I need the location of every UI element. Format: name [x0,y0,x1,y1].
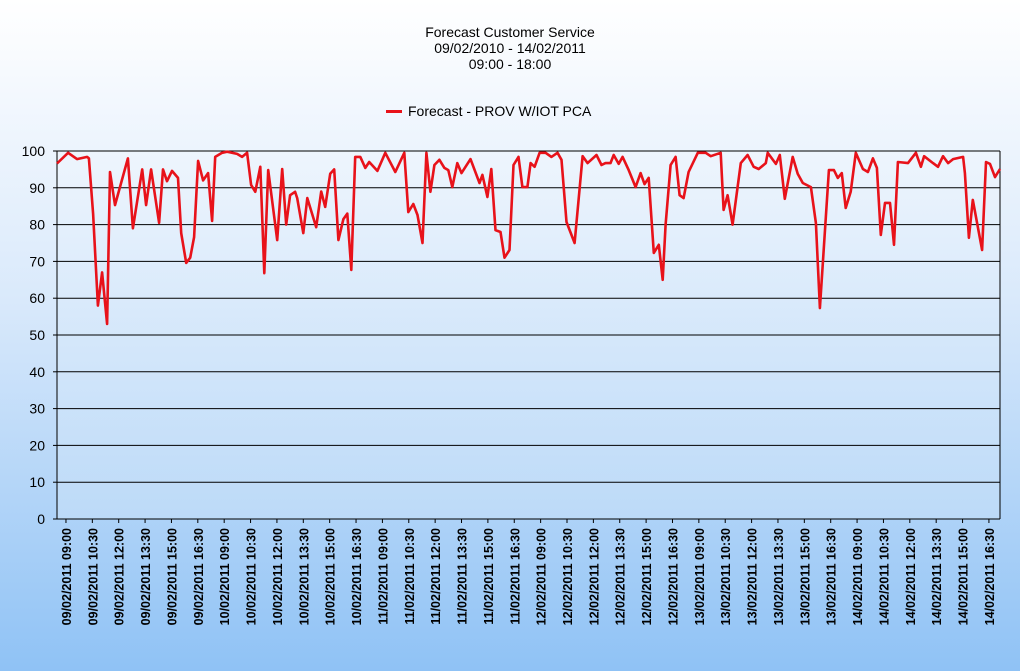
x-tick-label: 12/02/2011 10:30 [561,528,575,625]
x-tick-label: 14/02/2011 16:30 [983,528,997,625]
x-tick-label: 13/02/2011 12:00 [746,528,760,625]
x-tick-label: 12/02/2011 15:00 [640,528,654,625]
y-tick-label: 0 [37,511,45,527]
x-tick-label: 14/02/2011 13:30 [930,528,944,625]
x-tick-label: 12/02/2011 12:00 [587,528,601,625]
x-tick-label: 10/02/2011 10:30 [245,528,259,625]
x-tick-label: 13/02/2011 09:00 [693,528,707,625]
legend-swatch [386,109,402,113]
chart-subtitle-hours: 09:00 - 18:00 [468,56,552,72]
y-tick-label: 20 [29,437,45,453]
x-tick-label: 11/02/2011 12:00 [429,528,443,625]
y-tick-label: 40 [29,364,45,380]
legend-label: Forecast - PROV W/IOT PCA [408,103,592,119]
x-tick-label: 14/02/2011 15:00 [957,528,971,625]
x-tick-label: 14/02/2011 12:00 [904,528,918,625]
y-tick-label: 50 [29,327,45,343]
x-tick-label: 09/02/2011 16:30 [192,528,206,625]
x-tick-label: 14/02/2011 10:30 [877,528,891,625]
x-tick-label: 13/02/2011 13:30 [772,528,786,625]
x-tick-label: 10/02/2011 15:00 [324,528,338,625]
x-tick-label: 09/02/2011 15:00 [165,528,179,625]
forecast-series-line [56,150,1002,326]
x-tick-label: 11/02/2011 13:30 [456,528,470,625]
x-tick-label: 09/02/2011 10:30 [86,528,100,625]
x-tick-label: 10/02/2011 16:30 [350,528,364,625]
x-tick-label: 12/02/2011 09:00 [535,528,549,625]
x-tick-label: 11/02/2011 16:30 [508,528,522,625]
legend: Forecast - PROV W/IOT PCA [386,103,591,119]
x-tick-label: 14/02/2011 09:00 [851,528,865,625]
x-tick-label: 13/02/2011 15:00 [798,528,812,625]
y-tick-label: 60 [29,290,45,306]
x-tick-label: 13/02/2011 10:30 [719,528,733,625]
x-tick-label: 11/02/2011 15:00 [482,528,496,625]
x-tick-label: 12/02/2011 13:30 [614,528,628,625]
x-tick-label: 11/02/2011 09:00 [376,528,390,625]
x-tick-label: 13/02/2011 16:30 [825,528,839,625]
x-tick-label: 10/02/2011 13:30 [297,528,311,625]
chart-title: Forecast Customer Service [425,24,595,40]
x-tick-label: 09/02/2011 13:30 [139,528,153,625]
chart-subtitle-dates: 09/02/2010 - 14/02/2011 [434,40,586,56]
y-tick-label: 80 [29,217,45,233]
x-tick-label: 09/02/2011 12:00 [113,528,127,625]
y-tick-label: 70 [29,253,45,269]
x-tick-label: 10/02/2011 12:00 [271,528,285,625]
x-tick-label: 12/02/2011 16:30 [666,528,680,625]
y-tick-label: 100 [22,143,46,159]
x-tick-label: 10/02/2011 09:00 [218,528,232,625]
x-tick-label: 09/02/2011 09:00 [60,528,74,625]
y-tick-label: 30 [29,401,45,417]
x-tick-label: 11/02/2011 10:30 [403,528,417,625]
y-tick-label: 10 [29,474,45,490]
y-tick-label: 90 [29,180,45,196]
